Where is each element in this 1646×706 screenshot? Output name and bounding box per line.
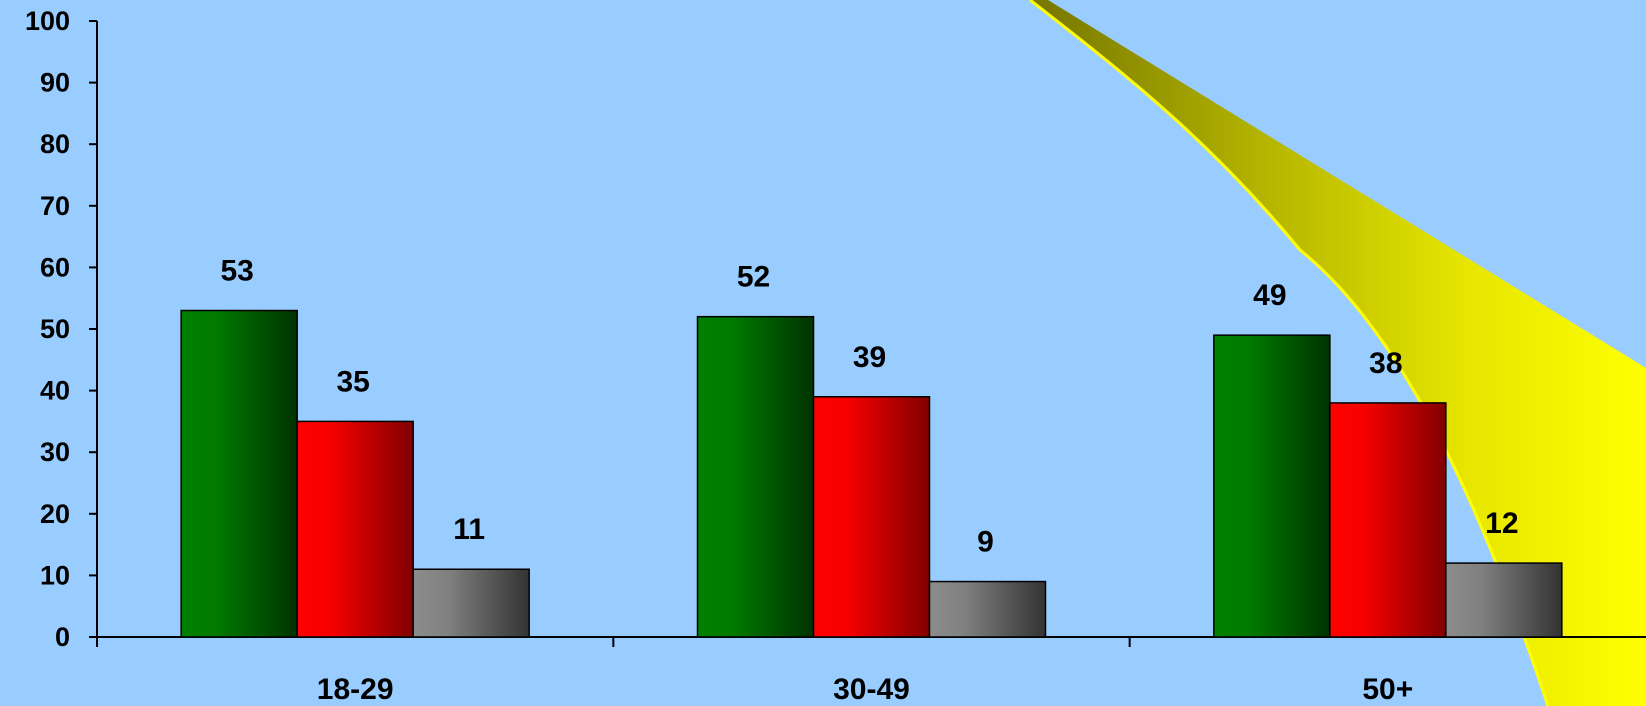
x-category-label: 18-29 [317,673,394,706]
data-label: 12 [1485,507,1518,540]
y-tick-label: 90 [40,68,70,98]
y-tick-label: 30 [40,437,70,467]
bar [412,568,530,638]
bar [1329,402,1447,638]
y-tick-label: 100 [25,6,70,36]
data-label: 11 [453,513,485,546]
y-tick-label: 10 [40,560,70,590]
data-label: 49 [1253,279,1286,312]
y-tick-label: 0 [55,622,70,652]
bar [696,315,815,638]
decorative-ribbon-edge [1029,0,1550,706]
bar [296,420,414,638]
data-label: 53 [220,255,253,288]
bar [928,580,1047,638]
data-label: 35 [336,365,369,398]
y-tick-label: 60 [40,252,70,282]
bar [180,309,298,638]
y-tick-label: 70 [40,191,70,221]
data-label: 9 [977,526,994,559]
labels: 0 10 20 30 40 50 60 70 80 90 100 53 35 11 18-29 52 39 9 30… [25,6,1519,706]
decorative-ribbon [1030,0,1646,706]
bar [812,396,931,638]
bar [1213,334,1331,638]
bars [180,309,1563,638]
y-tick-label: 50 [40,314,70,344]
x-category-label: 30-49 [833,673,910,706]
data-label: 52 [737,261,770,294]
y-tick-label: 20 [40,499,70,529]
data-label: 38 [1369,347,1402,380]
bar [1445,562,1563,638]
x-category-label: 50+ [1362,673,1413,706]
data-label: 39 [853,341,886,374]
y-tick-label: 80 [40,129,70,159]
y-tick-label: 40 [40,376,70,406]
